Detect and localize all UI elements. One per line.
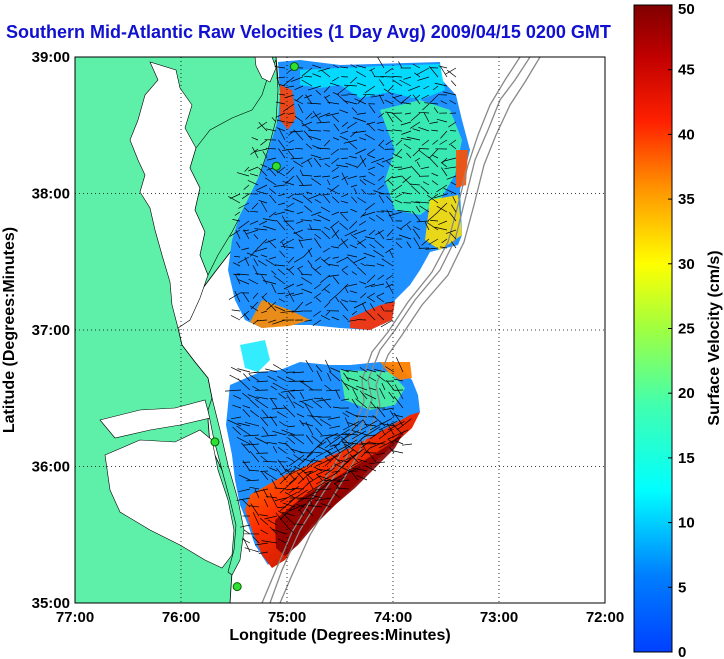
- station-markers: [210, 62, 299, 592]
- x-tick-label: 74:00: [374, 609, 412, 626]
- velocity-patch-green-south: [340, 370, 405, 410]
- map-title: Southern Mid-Atlantic Raw Velocities (1 …: [6, 22, 611, 42]
- station-marker: [271, 161, 281, 171]
- velocity-patch-edge-north: [280, 85, 296, 130]
- colorbar-tick-label: 5: [678, 579, 686, 596]
- colorbar-tick-label: 40: [678, 126, 695, 143]
- colorbar-tick-label: 25: [678, 321, 695, 338]
- x-tick-label: 73:00: [480, 609, 518, 626]
- y-tick-label: 35:00: [32, 595, 70, 612]
- velocity-patch-red-north: [350, 302, 395, 330]
- pamlico-sound: [104, 429, 235, 569]
- station-marker: [210, 437, 220, 447]
- y-tick-label: 39:00: [32, 49, 70, 66]
- station-marker: [232, 582, 242, 592]
- bathymetry-contour-3: [279, 57, 541, 603]
- y-tick-label: 37:00: [32, 322, 70, 339]
- y-tick-label: 36:00: [32, 459, 70, 476]
- colorbar-tick-label: 30: [678, 256, 695, 273]
- colorbar-tick-label: 50: [678, 1, 695, 18]
- velocity-patch-orange-north: [250, 300, 310, 328]
- x-tick-labels: 77:00 76:00 75:00 74:00 73:00 72:00: [56, 609, 624, 626]
- velocity-vectors: [224, 57, 457, 554]
- velocity-patch-dark-south: [275, 430, 405, 556]
- x-axis-label: Longitude (Degrees:Minutes): [229, 627, 450, 644]
- colorbar: [633, 4, 673, 653]
- y-tick-labels: 39:00 38:00 37:00 36:00 35:00: [32, 49, 70, 612]
- x-tick-label: 76:00: [162, 609, 200, 626]
- velocity-patch-cyan-south: [240, 340, 270, 372]
- station-marker: [289, 62, 299, 72]
- colorbar-tick-label: 0: [678, 644, 686, 659]
- grid-lines: [75, 57, 605, 603]
- colorbar-tick-label: 15: [678, 450, 695, 467]
- plot-frame: [74, 56, 606, 604]
- y-tick-label: 38:00: [32, 186, 70, 203]
- delaware-bay: [254, 57, 277, 83]
- velocity-patch-cyan-north: [300, 64, 445, 100]
- x-tick-label: 75:00: [268, 609, 306, 626]
- colorbar-tick-label: 35: [678, 191, 695, 208]
- colorbar-tick-label: 20: [678, 385, 695, 402]
- colorbar-tick-label: 45: [678, 62, 695, 79]
- y-axis-label: Latitude (Degrees:Minutes): [1, 227, 18, 433]
- colorbar-label: Surface Velocity (cm/s): [706, 250, 723, 425]
- x-tick-label: 72:00: [586, 609, 624, 626]
- colorbar-tick-label: 10: [678, 515, 695, 532]
- chesapeake-bay: [129, 61, 209, 329]
- velocity-patch-orange-south: [380, 362, 412, 380]
- x-tick-label: 77:00: [56, 609, 94, 626]
